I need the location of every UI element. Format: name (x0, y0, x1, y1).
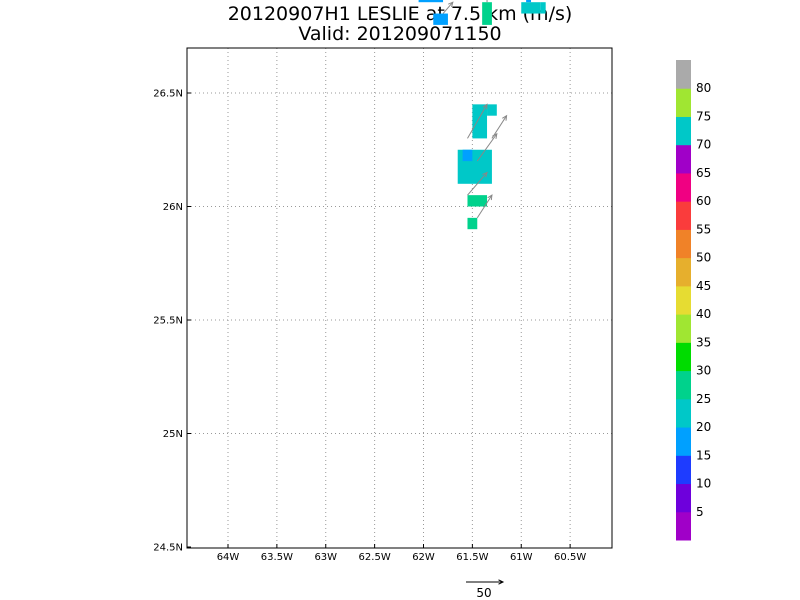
colorbar-segment (676, 511, 691, 541)
colorbar-label: 25 (696, 392, 711, 406)
arrow-head (498, 579, 505, 585)
colorbar-segment (676, 342, 691, 372)
colorbar-label: 5 (696, 505, 704, 519)
colorbar-segment (676, 116, 691, 146)
arrow-head (482, 171, 488, 178)
arrow-head (487, 194, 493, 201)
wind-speed-cell (521, 2, 541, 14)
wind-speed-cell (467, 217, 478, 230)
wind-speed-cell (462, 149, 473, 162)
colorbar-segment (676, 60, 691, 89)
x-tick-label: 63.5W (261, 552, 293, 563)
plot-frame (186, 47, 613, 549)
wind-vector (467, 171, 488, 196)
colorbar-segment (676, 144, 691, 174)
wind-speed-cell (472, 104, 488, 139)
y-tick-label: 24.5N (153, 543, 183, 554)
x-tick-label: 61.5W (456, 552, 488, 563)
wind-speed-cell (540, 2, 546, 14)
wind-vector (491, 114, 508, 139)
x-axis-ticks: 64W 63.5W 63W 62.5W 62W 61.5W 61W 60.5W (217, 544, 586, 563)
arrow-head (482, 103, 488, 110)
colorbar-segment (676, 88, 691, 117)
reference-vector: 50 (466, 579, 505, 600)
wind-vectors (442, 0, 508, 219)
y-tick-label: 26.5N (153, 89, 183, 100)
colorbar-label: 65 (696, 166, 711, 180)
wind-vector (486, 0, 488, 3)
colorbar-label: 80 (696, 81, 711, 95)
x-tick-label: 62.5W (359, 552, 391, 563)
colorbar-segment (676, 229, 691, 259)
colorbar-segment (676, 314, 691, 343)
arrow-head (448, 1, 454, 8)
y-tick-label: 25N (163, 429, 183, 440)
arrow-shaft (476, 194, 493, 219)
x-tick-label: 62W (412, 552, 435, 563)
wind-vector (476, 194, 493, 219)
colorbar-segment (676, 257, 691, 287)
colorbar-label: 50 (696, 251, 711, 265)
colorbar-segment (676, 483, 691, 513)
arrow-shaft (491, 115, 508, 139)
colorbar: 5 10 15 20 25 30 35 40 45 50 55 60 65 70 75 80 (676, 60, 711, 541)
colorbar-label: 15 (696, 448, 711, 462)
colorbar-segment (676, 398, 691, 428)
colorbar-label: 35 (696, 335, 711, 349)
wind-speed-cell (418, 0, 444, 3)
colorbar-label: 70 (696, 138, 711, 152)
reference-vector-arrow (466, 579, 505, 585)
colorbar-label: 40 (696, 307, 711, 321)
colorbar-segment (676, 172, 691, 202)
colorbar-label: 75 (696, 109, 711, 123)
wind-speed-cell (467, 195, 488, 207)
x-tick-label: 61W (510, 552, 533, 563)
colorbar-segment (676, 370, 691, 400)
y-tick-label: 26N (163, 202, 183, 213)
colorbar-label: 30 (696, 364, 711, 378)
colorbar-segment (676, 427, 691, 456)
wind-speed-cells (418, 0, 546, 230)
colorbar-segment (676, 455, 691, 485)
colorbar-segment (676, 201, 691, 230)
y-tick-label: 25.5N (153, 316, 183, 327)
arrow-shaft (442, 1, 454, 14)
x-tick-label: 64W (217, 552, 240, 563)
wind-speed-cell (433, 13, 448, 25)
arrow-head (502, 114, 508, 121)
x-tick-label: 63W (314, 552, 337, 563)
colorbar-label: 60 (696, 194, 711, 208)
colorbar-label: 10 (696, 477, 711, 491)
wind-speed-cell (487, 104, 497, 116)
wind-vector (467, 103, 488, 139)
reference-vector-label: 50 (476, 586, 491, 600)
colorbar-segment (676, 285, 691, 315)
arrow-shaft (476, 133, 498, 162)
grid-lines (187, 48, 612, 548)
x-tick-label: 60.5W (554, 552, 586, 563)
colorbar-label: 55 (696, 222, 711, 236)
chart-subtitle: Valid: 201209071150 (298, 23, 502, 45)
colorbar-label: 45 (696, 279, 711, 293)
wind-speed-cell (482, 2, 492, 25)
arrow-shaft (467, 104, 488, 139)
colorbar-label: 20 (696, 420, 711, 434)
wind-speed-cell (526, 0, 532, 3)
arrow-shaft (467, 172, 488, 196)
wind-vector (442, 1, 454, 14)
